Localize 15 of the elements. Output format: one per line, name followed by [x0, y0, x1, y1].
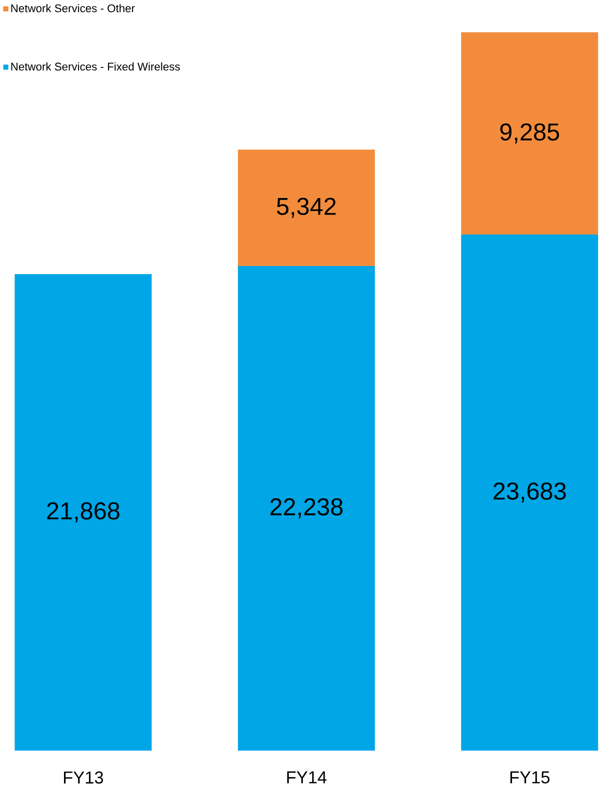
x-tick-label: FY13 [64, 771, 104, 784]
data-label: 5,342 [277, 198, 336, 218]
data-label: 21,868 [47, 502, 120, 522]
legend-label: Network Services - Fixed Wireless [11, 62, 180, 71]
bar [238, 150, 376, 266]
bar [238, 266, 376, 751]
legend-label: Network Services - Other [11, 4, 135, 12]
data-label: 23,683 [494, 482, 566, 503]
bar [461, 234, 598, 751]
x-tick-label: FY14 [287, 771, 327, 784]
data-label: 9,285 [500, 123, 560, 144]
x-tick-label: FY15 [510, 771, 550, 784]
bar [461, 32, 598, 235]
bar [14, 274, 152, 751]
data-label: 22,238 [270, 498, 343, 518]
